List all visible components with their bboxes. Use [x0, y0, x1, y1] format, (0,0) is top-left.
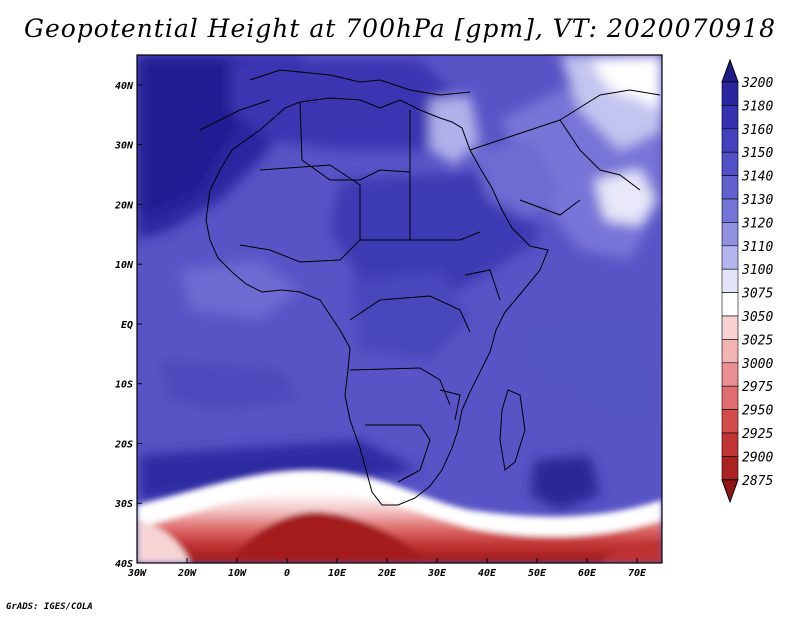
- colorbar-level-label: 3140: [741, 170, 773, 185]
- colorbar-level-label: 2875: [742, 474, 773, 489]
- colorbar-level-label: 3050: [741, 310, 773, 325]
- lon-tick-label: 40E: [478, 568, 497, 579]
- lat-tick-label: 20N: [114, 200, 134, 211]
- lon-tick-label: 20E: [377, 568, 397, 579]
- coastlines-borders: [199, 69, 661, 506]
- colorbar-level-label: 2925: [742, 427, 773, 442]
- border-east-africa: [464, 269, 501, 301]
- lat-tick-label: 40N: [115, 81, 134, 92]
- persian-coast: [559, 89, 661, 121]
- lon-tick-label: 70E: [628, 568, 647, 579]
- lon-tick-label: 30E: [427, 568, 447, 579]
- colorbar: 3200 3180 3160 3150 3140 3130 3120 3110 3100 3075…: [721, 58, 773, 504]
- colorbar-swatch: [721, 222, 739, 247]
- colorbar-swatch: [721, 151, 739, 176]
- field-mascarene-high: [530, 455, 600, 510]
- field-guinea-mid: [180, 260, 300, 320]
- colorbar-swatch: [721, 409, 739, 434]
- colorbar-swatch: [721, 175, 739, 200]
- lat-tick-label: 40S: [115, 559, 133, 570]
- lon-tick-label: 30W: [127, 568, 147, 579]
- colorbar-swatch: [721, 456, 739, 481]
- africa-coastline: [205, 97, 549, 506]
- field-south-atlantic-high: [140, 440, 420, 500]
- field-southeast-low: [600, 540, 662, 563]
- colorbar-swatch: [721, 245, 739, 270]
- colorbar-level-label: 3120: [741, 216, 773, 231]
- field-northeast-white: [590, 55, 662, 110]
- field-south-low-core: [230, 511, 430, 563]
- border-namibia-botswana: [365, 424, 431, 483]
- colorbar-swatch: [721, 292, 739, 317]
- colorbar-level-label: 3160: [741, 123, 773, 138]
- map-title: Geopotential Height at 700hPa [gpm], VT:…: [23, 14, 777, 43]
- lon-tick-label: 10W: [228, 568, 247, 579]
- colorbar-level-label: 3200: [741, 76, 773, 91]
- colorbar-swatch: [721, 198, 739, 223]
- gulf-of-aden: [519, 199, 581, 216]
- lon-tick-label: 0: [284, 568, 290, 579]
- grads-credit: GrADS: IGES/COLA: [6, 602, 93, 612]
- lat-tick-label: 30N: [114, 141, 134, 152]
- border-algeria-libya: [299, 101, 411, 181]
- field-indian-ocean: [500, 300, 662, 440]
- lat-tick-label: 10N: [115, 260, 134, 271]
- lat-tick-label: EQ: [121, 320, 133, 331]
- border-mozambique: [439, 389, 461, 421]
- colorbar-level-label: 3110: [741, 240, 773, 255]
- colorbar-swatch: [721, 432, 739, 457]
- lon-tick-label: 20W: [177, 568, 197, 579]
- colorbar-swatch: [721, 268, 739, 293]
- lat-tick-label: 10S: [115, 380, 133, 391]
- lon-tick-label: 50E: [528, 568, 547, 579]
- lat-tick-label: 30S: [114, 499, 133, 510]
- border-chad-sudan: [360, 231, 481, 241]
- field-ethiopia-mid: [470, 140, 560, 220]
- field-southwest-pink: [137, 520, 190, 563]
- colorbar-swatch: [721, 81, 739, 106]
- madagascar-coast: [499, 389, 526, 471]
- field-angola-basin: [160, 360, 300, 410]
- colorbar-level-label: 3100: [741, 263, 773, 278]
- border-angola-zambia: [349, 367, 451, 406]
- field-levant-light: [430, 95, 480, 165]
- colorbar-level-label: 3150: [741, 146, 773, 161]
- colorbar-level-label: 3000: [741, 357, 773, 372]
- colorbar-swatch: [721, 339, 739, 364]
- colorbar-level-label: 2975: [742, 380, 773, 395]
- border-congo-north: [349, 295, 471, 333]
- colorbar-level-label: 2950: [742, 404, 773, 419]
- colorbar-level-label: 3025: [741, 333, 773, 348]
- colorbar-swatch: [721, 385, 739, 410]
- colorbar-top-arrow: [721, 58, 739, 83]
- arabia-coast: [469, 119, 641, 191]
- colorbar-level-label: 3075: [741, 287, 773, 302]
- plot-frame: [136, 54, 663, 564]
- colorbar-swatch: [721, 362, 739, 387]
- lon-tick-label: 60E: [578, 568, 597, 579]
- field-northwest-core: [137, 55, 250, 215]
- colorbar-swatch: [721, 315, 739, 340]
- colorbar-level-label: 2900: [742, 450, 773, 465]
- lon-tick-label: 10E: [328, 568, 347, 579]
- colorbar-swatch: [721, 128, 739, 153]
- field-congo-mid: [350, 270, 470, 360]
- field-central-high: [330, 170, 540, 290]
- latitude-axis: 40S 30S 20S 10S EQ 10N 20N 30N 40N: [114, 81, 142, 570]
- colorbar-swatch: [721, 105, 739, 130]
- border-sahel: [239, 164, 361, 263]
- lat-tick-label: 20S: [114, 439, 133, 450]
- field-india-white: [595, 170, 655, 225]
- height-field: [137, 55, 662, 563]
- colorbar-level-label: 3180: [741, 99, 773, 114]
- colorbar-bottom-arrow: [721, 479, 739, 504]
- longitude-axis: 30W 20W 10W 0 10E 20E 30E 40E 50E 60E 70E: [127, 558, 647, 579]
- iberia-morocco-coast: [199, 99, 271, 131]
- colorbar-level-label: 3130: [741, 193, 773, 208]
- mediterranean-north-coast: [249, 69, 471, 96]
